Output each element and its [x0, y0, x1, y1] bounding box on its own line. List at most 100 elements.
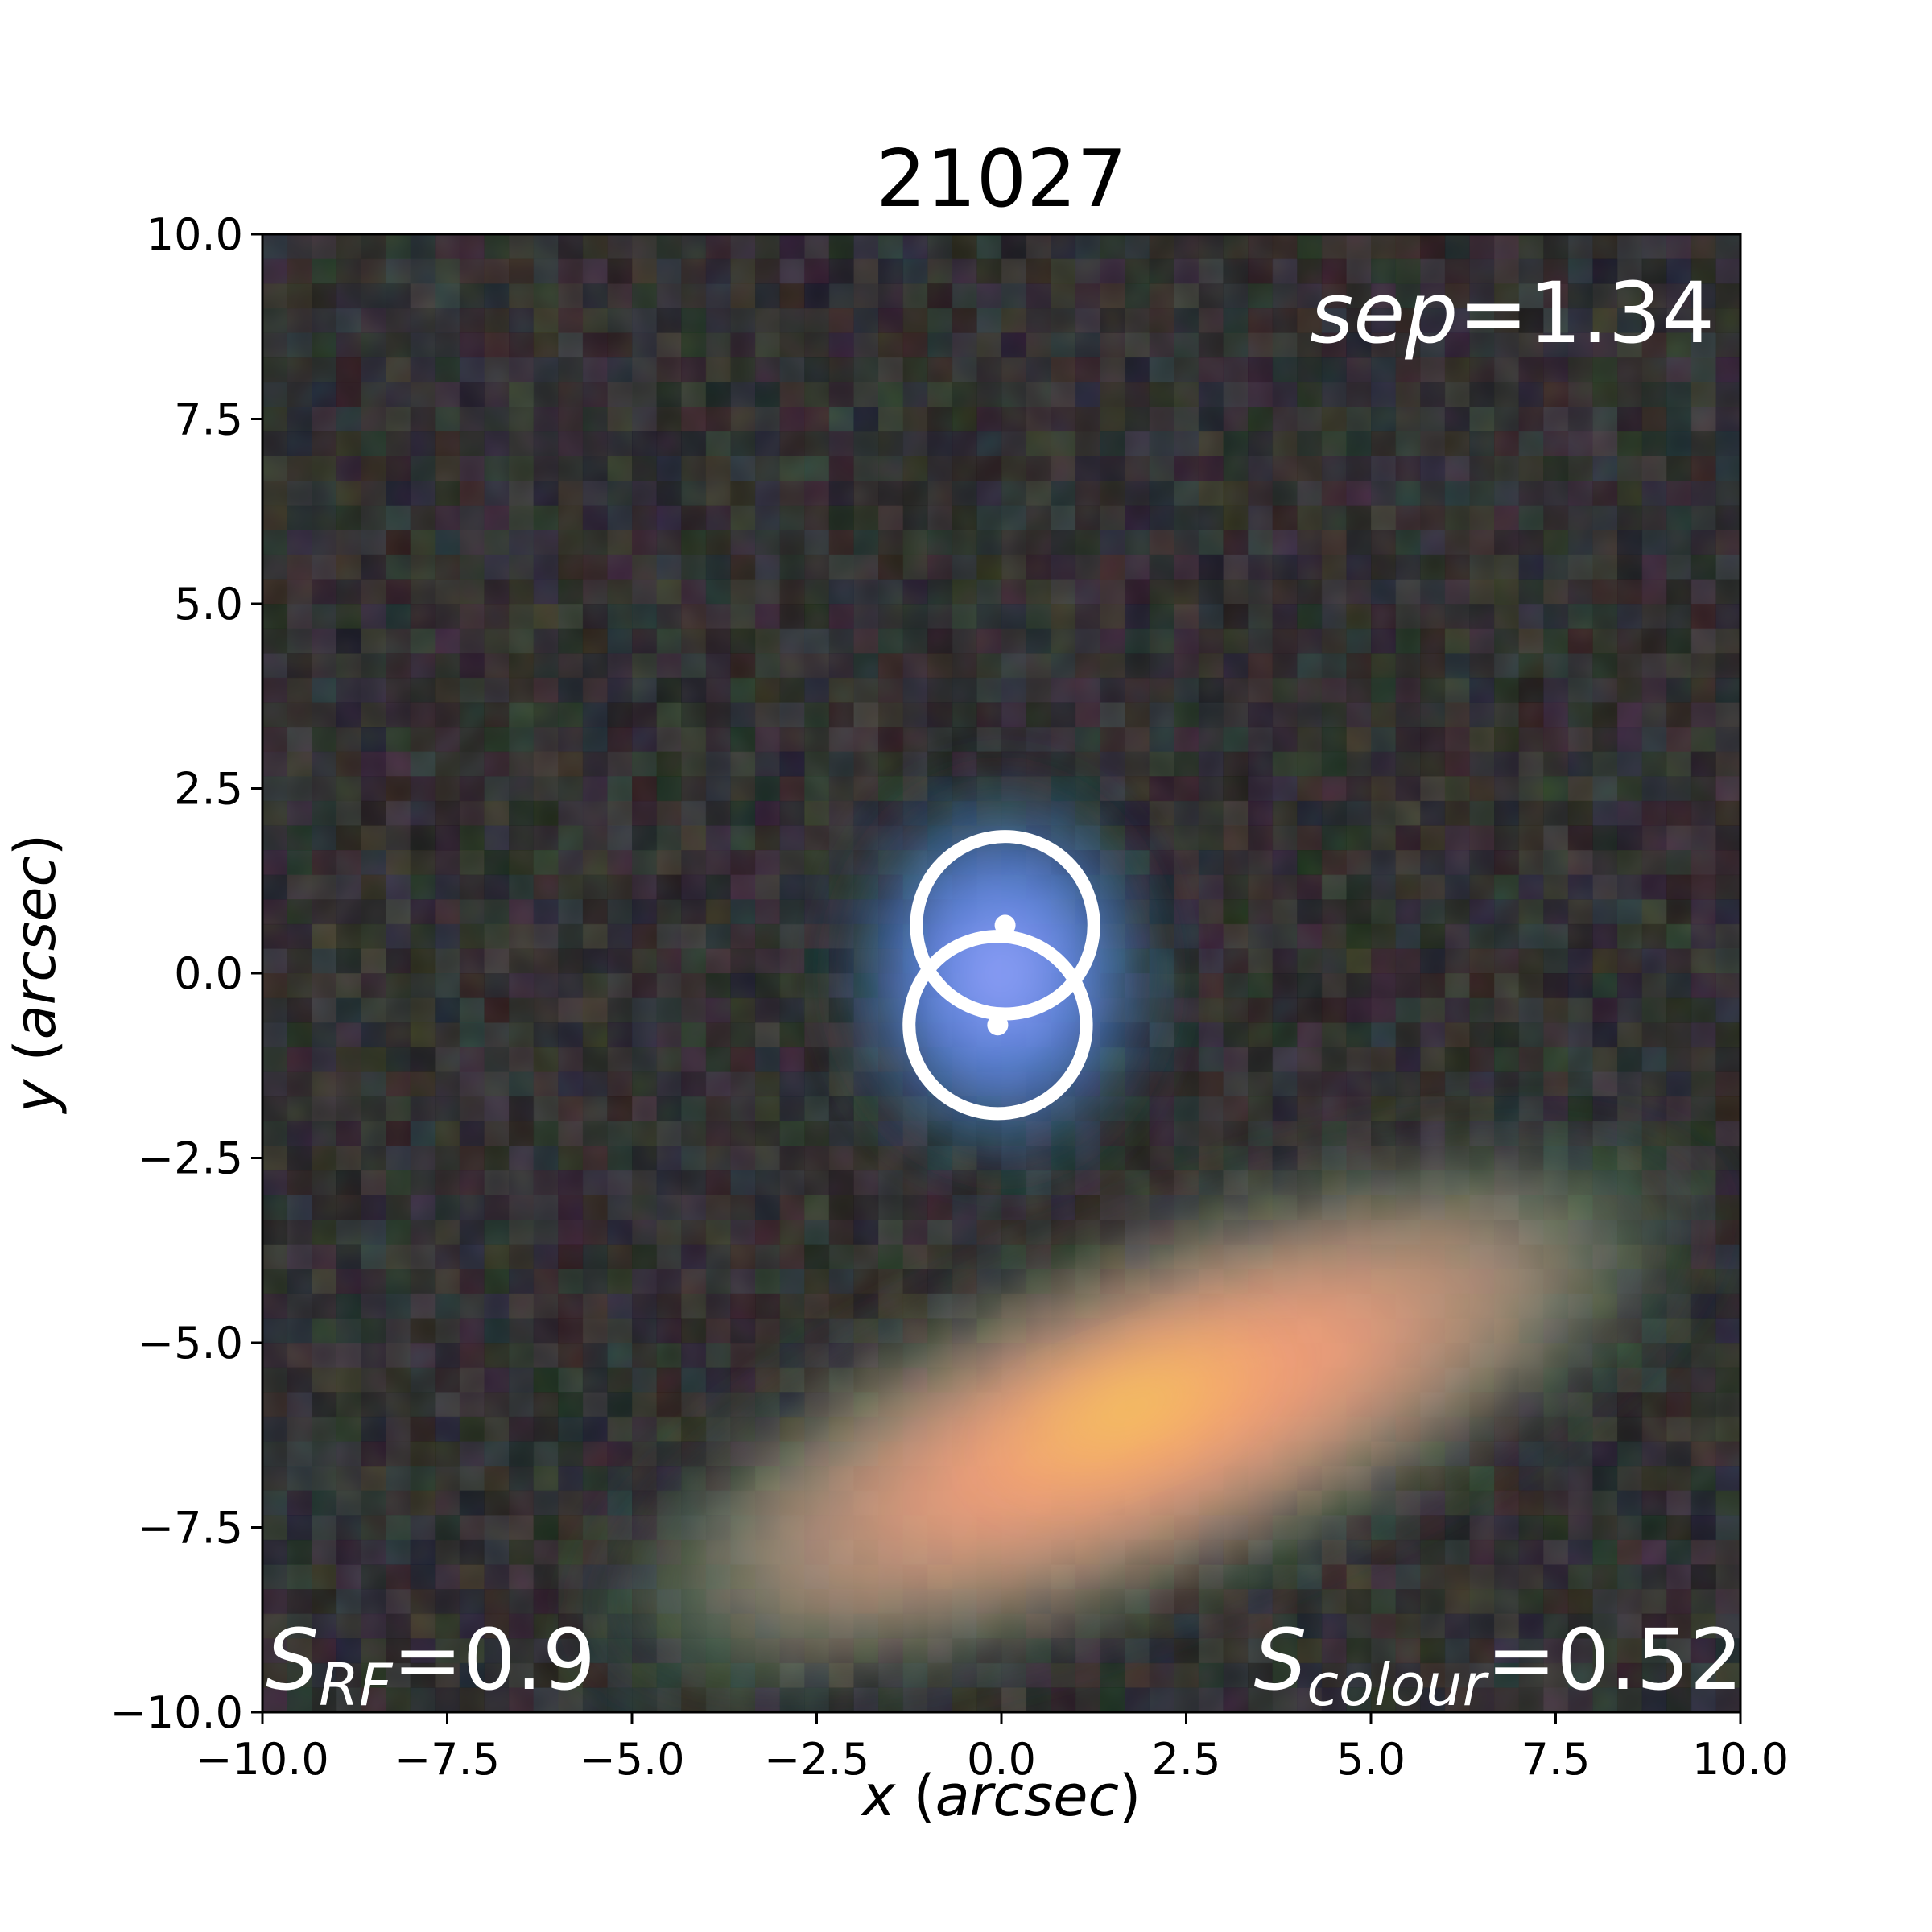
sky-pixel: [312, 653, 337, 679]
sky-pixel: [1641, 948, 1667, 974]
sky-pixel: [828, 1170, 854, 1195]
sky-pixel: [1518, 776, 1544, 802]
sky-pixel: [705, 431, 731, 456]
sky-pixel: [1469, 1515, 1495, 1541]
sky-pixel: [1149, 727, 1174, 753]
sky-pixel: [484, 800, 510, 826]
sky-pixel: [1444, 530, 1470, 555]
sky-pixel: [484, 1071, 510, 1097]
sky-pixel: [435, 604, 460, 630]
sky-pixel: [853, 1170, 879, 1195]
sky-pixel: [730, 530, 756, 555]
sky-pixel: [1272, 579, 1298, 605]
sky-pixel: [1592, 505, 1618, 530]
sky-pixel: [1198, 800, 1224, 826]
sky-pixel: [533, 234, 559, 260]
sky-pixel: [1518, 653, 1544, 679]
sky-pixel: [1518, 1046, 1544, 1072]
sky-pixel: [410, 234, 436, 260]
sky-pixel: [1001, 579, 1027, 605]
sky-pixel: [1297, 1096, 1323, 1122]
sky-pixel: [1543, 1687, 1569, 1712]
sky-pixel: [533, 332, 559, 358]
sky-pixel: [1469, 973, 1495, 999]
sky-pixel: [1125, 530, 1150, 555]
sky-pixel: [1346, 948, 1372, 974]
sky-pixel: [312, 1195, 337, 1220]
sky-pixel: [533, 530, 559, 555]
sky-pixel: [681, 628, 707, 654]
sky-pixel: [1690, 1539, 1716, 1565]
sky-pixel: [1297, 800, 1323, 826]
sky-pixel: [533, 997, 559, 1023]
sky-pixel: [1026, 332, 1051, 358]
sky-pixel: [779, 332, 805, 358]
sky-pixel: [632, 1146, 658, 1171]
sky-pixel: [435, 973, 460, 999]
sky-pixel: [1075, 1170, 1100, 1195]
sky-pixel: [509, 1121, 535, 1146]
sky-pixel: [582, 1269, 608, 1294]
sky-pixel: [1617, 1662, 1643, 1688]
sky-pixel: [558, 850, 584, 876]
sky-pixel: [1100, 727, 1125, 753]
sky-pixel: [779, 283, 805, 309]
sky-pixel: [1395, 456, 1421, 481]
sky-pixel: [1518, 481, 1544, 506]
sky-pixel: [1346, 604, 1372, 630]
sky-pixel: [1395, 628, 1421, 654]
sky-pixel: [1125, 283, 1150, 309]
sky-pixel: [1395, 1022, 1421, 1048]
sky-pixel: [878, 628, 904, 654]
sky-pixel: [1026, 407, 1051, 432]
sky-pixel: [976, 628, 1002, 654]
sky-pixel: [705, 997, 731, 1023]
sky-pixel: [1690, 1613, 1716, 1639]
sky-pixel: [1321, 332, 1347, 358]
sky-pixel: [361, 1220, 386, 1245]
sky-pixel: [1223, 357, 1249, 383]
sky-pixel: [927, 382, 953, 407]
sky-pixel: [1617, 776, 1643, 802]
sky-pixel: [632, 1293, 658, 1319]
sky-pixel: [1543, 1096, 1569, 1122]
sky-pixel: [976, 530, 1002, 555]
sky-pixel: [435, 1096, 460, 1122]
y-axis-label-unit: arcsec: [2, 856, 68, 1039]
sky-pixel: [1494, 1638, 1520, 1664]
sky-pixel: [1198, 1071, 1224, 1097]
sky-pixel: [1272, 751, 1298, 777]
sky-pixel: [1715, 653, 1740, 679]
sky-pixel: [410, 357, 436, 383]
sky-pixel: [1198, 1613, 1224, 1639]
sky-pixel: [1395, 357, 1421, 383]
sky-pixel: [1248, 481, 1274, 506]
sky-pixel: [779, 505, 805, 530]
sky-pixel: [1666, 1539, 1692, 1565]
sky-pixel: [853, 505, 879, 530]
sky-pixel: [779, 1343, 805, 1368]
sky-pixel: [607, 628, 633, 654]
sky-pixel: [533, 628, 559, 654]
sky-pixel: [1346, 258, 1372, 284]
sky-pixel: [1494, 874, 1520, 900]
sky-pixel: [312, 382, 337, 407]
sky-pixel: [459, 1121, 485, 1146]
sky-pixel: [582, 481, 608, 506]
sky-pixel: [1174, 530, 1199, 555]
sky-pixel: [582, 702, 608, 728]
sky-pixel: [632, 1121, 658, 1146]
sky-pixel: [607, 702, 633, 728]
sky-pixel: [1371, 1589, 1397, 1615]
sky-pixel: [755, 530, 781, 555]
sky-pixel: [656, 874, 682, 900]
sky-pixel: [1444, 234, 1470, 260]
sky-pixel: [1297, 481, 1323, 506]
sky-pixel: [656, 973, 682, 999]
sky-pixel: [1198, 579, 1224, 605]
sky-pixel: [435, 579, 460, 605]
sky-pixel: [386, 1220, 411, 1245]
sky-pixel: [582, 1121, 608, 1146]
sky-pixel: [1543, 825, 1569, 851]
sky-pixel: [435, 850, 460, 876]
